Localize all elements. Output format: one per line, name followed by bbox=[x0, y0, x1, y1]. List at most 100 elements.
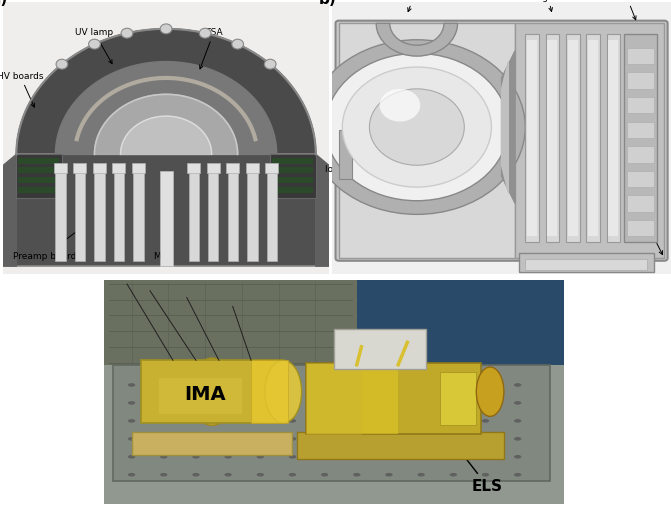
Circle shape bbox=[256, 473, 264, 476]
Circle shape bbox=[450, 473, 457, 476]
Bar bbox=[627, 73, 654, 90]
Bar bbox=[18, 178, 58, 184]
Polygon shape bbox=[501, 51, 515, 204]
Circle shape bbox=[450, 437, 457, 441]
Bar bbox=[525, 260, 648, 271]
Bar bbox=[113, 365, 550, 482]
Wedge shape bbox=[309, 41, 525, 215]
Circle shape bbox=[342, 68, 491, 188]
Circle shape bbox=[193, 473, 199, 476]
FancyBboxPatch shape bbox=[336, 21, 668, 261]
Text: IMA: IMA bbox=[185, 385, 226, 404]
Bar bbox=[272, 159, 313, 164]
Circle shape bbox=[199, 29, 211, 39]
Bar bbox=[16, 155, 316, 267]
Bar bbox=[112, 163, 125, 174]
Bar bbox=[227, 166, 238, 261]
Circle shape bbox=[417, 455, 425, 459]
Polygon shape bbox=[316, 155, 336, 267]
Bar bbox=[134, 166, 144, 261]
Text: a): a) bbox=[0, 0, 7, 7]
Bar bbox=[54, 163, 67, 174]
Circle shape bbox=[353, 401, 360, 405]
Circle shape bbox=[385, 401, 393, 405]
Circle shape bbox=[385, 473, 393, 476]
Bar bbox=[568, 41, 578, 237]
Bar bbox=[55, 166, 66, 261]
Text: ESA: ESA bbox=[199, 28, 223, 70]
Circle shape bbox=[353, 455, 360, 459]
Circle shape bbox=[321, 437, 328, 441]
Bar bbox=[306, 363, 481, 435]
Circle shape bbox=[289, 473, 296, 476]
Circle shape bbox=[160, 25, 172, 35]
Circle shape bbox=[193, 383, 199, 387]
Circle shape bbox=[353, 383, 360, 387]
Bar bbox=[207, 163, 220, 174]
Bar bbox=[18, 168, 58, 174]
Text: MCP: MCP bbox=[617, 0, 636, 21]
Bar bbox=[159, 379, 242, 414]
Circle shape bbox=[321, 383, 328, 387]
Circle shape bbox=[256, 455, 264, 459]
Polygon shape bbox=[0, 155, 16, 267]
Circle shape bbox=[482, 419, 489, 423]
Circle shape bbox=[256, 383, 264, 387]
Circle shape bbox=[264, 60, 276, 70]
Circle shape bbox=[193, 455, 199, 459]
Bar bbox=[132, 432, 293, 455]
Circle shape bbox=[417, 437, 425, 441]
Circle shape bbox=[89, 40, 101, 50]
Bar bbox=[113, 166, 124, 261]
Bar bbox=[265, 163, 278, 174]
Bar bbox=[272, 187, 313, 193]
Circle shape bbox=[514, 401, 521, 405]
Bar bbox=[627, 122, 654, 138]
Bar bbox=[141, 360, 283, 423]
Text: DPU: DPU bbox=[637, 219, 662, 255]
Text: Deflector: Deflector bbox=[393, 0, 435, 13]
Bar bbox=[519, 253, 654, 272]
Bar bbox=[607, 35, 620, 242]
Wedge shape bbox=[376, 24, 458, 57]
Circle shape bbox=[514, 437, 521, 441]
Bar bbox=[18, 187, 58, 193]
Bar bbox=[627, 49, 654, 65]
Bar bbox=[272, 178, 313, 184]
Bar bbox=[272, 168, 313, 174]
Bar bbox=[525, 35, 539, 242]
Circle shape bbox=[193, 437, 199, 441]
Bar bbox=[189, 166, 199, 261]
Circle shape bbox=[380, 90, 420, 122]
Bar bbox=[623, 35, 658, 242]
Circle shape bbox=[482, 401, 489, 405]
Circle shape bbox=[256, 401, 264, 405]
Bar bbox=[627, 172, 654, 188]
Polygon shape bbox=[95, 95, 238, 155]
Circle shape bbox=[289, 455, 296, 459]
Circle shape bbox=[385, 437, 393, 441]
Bar bbox=[247, 166, 258, 261]
Circle shape bbox=[353, 473, 360, 476]
Circle shape bbox=[353, 419, 360, 423]
Circle shape bbox=[160, 401, 168, 405]
Bar bbox=[566, 35, 580, 242]
Bar bbox=[104, 280, 357, 370]
Bar bbox=[588, 41, 598, 237]
Bar bbox=[93, 163, 106, 174]
Text: MCP: MCP bbox=[153, 230, 172, 261]
Circle shape bbox=[321, 455, 328, 459]
Text: HV boards: HV boards bbox=[0, 72, 44, 108]
Circle shape bbox=[322, 51, 512, 204]
Bar bbox=[246, 163, 259, 174]
Bar bbox=[16, 155, 62, 199]
Circle shape bbox=[385, 419, 393, 423]
Polygon shape bbox=[501, 63, 509, 193]
Circle shape bbox=[289, 383, 296, 387]
Bar bbox=[74, 166, 85, 261]
Bar bbox=[104, 365, 564, 504]
Circle shape bbox=[160, 419, 168, 423]
Bar bbox=[546, 35, 559, 242]
Circle shape bbox=[289, 437, 296, 441]
Polygon shape bbox=[56, 63, 276, 155]
